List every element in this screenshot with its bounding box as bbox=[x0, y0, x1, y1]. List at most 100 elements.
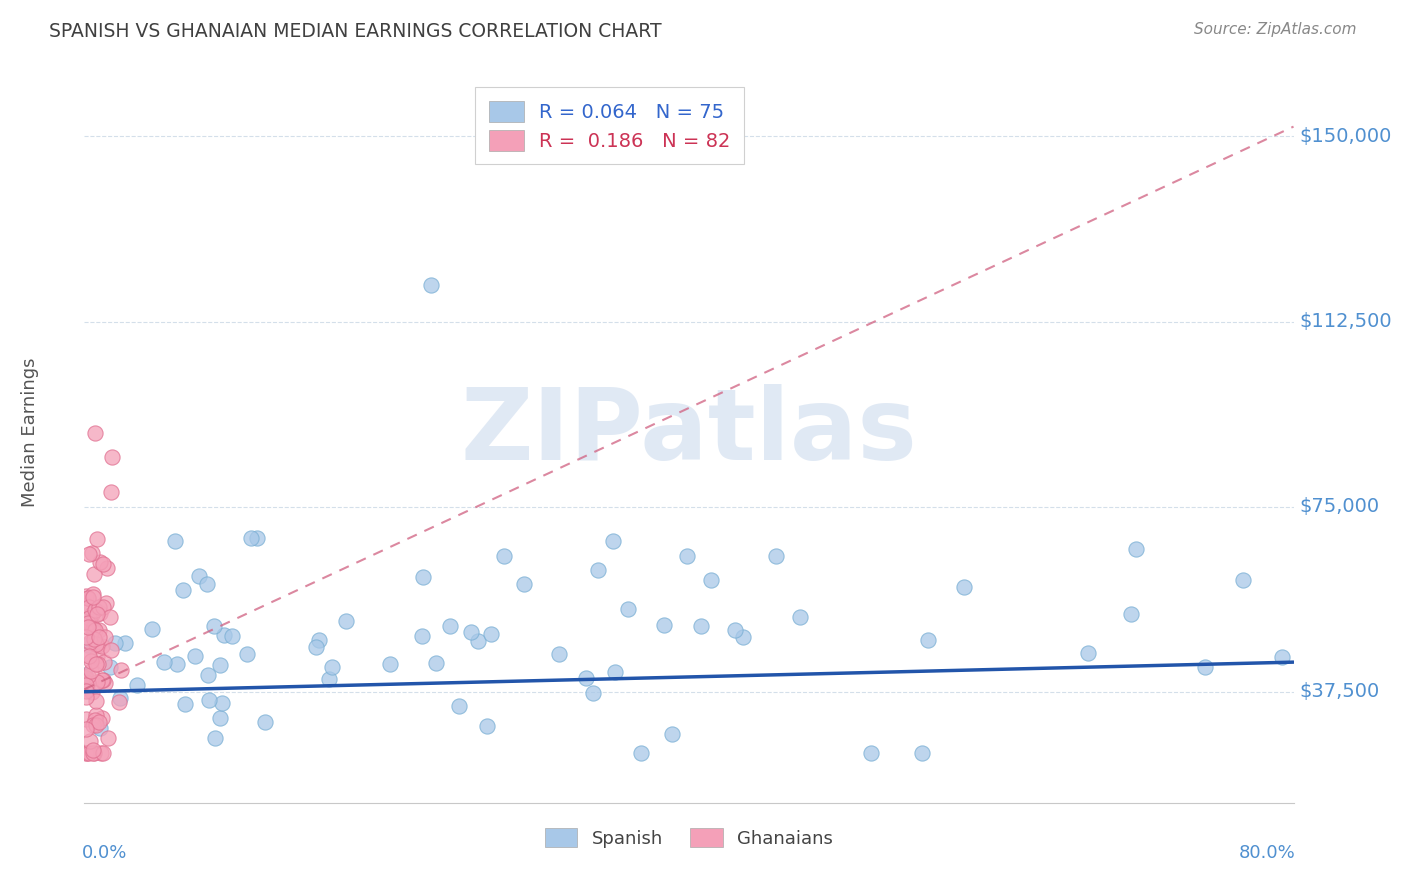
Text: $75,000: $75,000 bbox=[1299, 497, 1379, 516]
Point bbox=[575, 671, 598, 685]
Point bbox=[79, 616, 101, 631]
Point bbox=[1125, 542, 1147, 557]
Point bbox=[86, 657, 108, 672]
Point bbox=[110, 690, 132, 705]
Point bbox=[84, 637, 107, 651]
Point bbox=[209, 711, 232, 725]
Point bbox=[1121, 607, 1143, 622]
Point bbox=[96, 560, 118, 574]
Point bbox=[91, 639, 114, 653]
Point bbox=[91, 599, 114, 614]
Point bbox=[86, 607, 108, 621]
Legend: Spanish, Ghanaians: Spanish, Ghanaians bbox=[536, 819, 842, 856]
Point bbox=[305, 640, 328, 655]
Point bbox=[87, 714, 110, 729]
Point bbox=[447, 699, 470, 714]
Point bbox=[84, 425, 107, 440]
Point bbox=[467, 634, 489, 648]
Point bbox=[84, 623, 107, 637]
Point bbox=[86, 708, 108, 723]
Point bbox=[197, 668, 219, 682]
Text: $37,500: $37,500 bbox=[1299, 682, 1379, 701]
Point bbox=[76, 598, 98, 612]
Text: Source: ZipAtlas.com: Source: ZipAtlas.com bbox=[1194, 22, 1357, 37]
Point bbox=[675, 549, 697, 563]
Text: SPANISH VS GHANAIAN MEDIAN EARNINGS CORRELATION CHART: SPANISH VS GHANAIAN MEDIAN EARNINGS CORR… bbox=[49, 22, 662, 41]
Point bbox=[699, 573, 721, 587]
Point bbox=[188, 569, 211, 583]
Point bbox=[94, 676, 117, 690]
Point bbox=[76, 747, 98, 761]
Point bbox=[789, 610, 811, 624]
Point bbox=[89, 606, 111, 620]
Point bbox=[101, 450, 124, 465]
Point bbox=[82, 747, 104, 761]
Point bbox=[86, 648, 108, 663]
Point bbox=[75, 671, 97, 685]
Point bbox=[412, 569, 434, 583]
Point bbox=[166, 657, 188, 671]
Point bbox=[91, 711, 114, 725]
Point bbox=[82, 621, 104, 635]
Point bbox=[89, 722, 111, 736]
Point bbox=[214, 627, 236, 641]
Point bbox=[439, 619, 461, 633]
Point bbox=[77, 669, 100, 683]
Point bbox=[80, 664, 103, 678]
Point bbox=[411, 629, 433, 643]
Point bbox=[602, 534, 624, 549]
Point bbox=[83, 747, 105, 761]
Point bbox=[77, 611, 100, 625]
Point bbox=[652, 617, 675, 632]
Point bbox=[141, 623, 163, 637]
Point bbox=[239, 531, 262, 545]
Point bbox=[77, 647, 100, 661]
Point bbox=[93, 655, 115, 669]
Point bbox=[87, 624, 110, 638]
Point bbox=[689, 619, 711, 633]
Point bbox=[79, 634, 101, 648]
Point bbox=[82, 607, 104, 621]
Point bbox=[82, 591, 104, 605]
Point bbox=[378, 657, 401, 672]
Text: 0.0%: 0.0% bbox=[82, 844, 128, 862]
Point bbox=[246, 531, 269, 545]
Point bbox=[953, 580, 976, 594]
Point bbox=[75, 747, 97, 761]
Point bbox=[82, 624, 104, 639]
Point bbox=[75, 713, 97, 727]
Point bbox=[79, 733, 101, 747]
Point bbox=[221, 629, 243, 643]
Point bbox=[89, 555, 111, 569]
Point bbox=[75, 690, 97, 704]
Point bbox=[100, 484, 122, 499]
Point bbox=[204, 731, 226, 746]
Point bbox=[86, 674, 108, 689]
Point bbox=[77, 649, 100, 664]
Point bbox=[91, 558, 114, 572]
Point bbox=[84, 603, 107, 617]
Point bbox=[76, 678, 98, 692]
Point bbox=[87, 630, 110, 644]
Point bbox=[603, 665, 626, 680]
Point bbox=[110, 663, 132, 677]
Point bbox=[630, 747, 652, 761]
Point bbox=[108, 695, 131, 709]
Point bbox=[84, 657, 107, 671]
Point bbox=[420, 277, 443, 292]
Point bbox=[153, 655, 176, 669]
Point bbox=[321, 660, 343, 674]
Point bbox=[724, 623, 747, 637]
Point bbox=[89, 600, 111, 615]
Point bbox=[77, 615, 100, 630]
Point bbox=[1077, 646, 1099, 660]
Point bbox=[80, 654, 103, 668]
Point bbox=[512, 576, 534, 591]
Point bbox=[83, 632, 105, 647]
Point bbox=[91, 673, 114, 687]
Text: $150,000: $150,000 bbox=[1299, 127, 1392, 146]
Point bbox=[77, 591, 100, 606]
Point bbox=[236, 647, 259, 661]
Point bbox=[90, 747, 112, 761]
Point bbox=[75, 722, 97, 736]
